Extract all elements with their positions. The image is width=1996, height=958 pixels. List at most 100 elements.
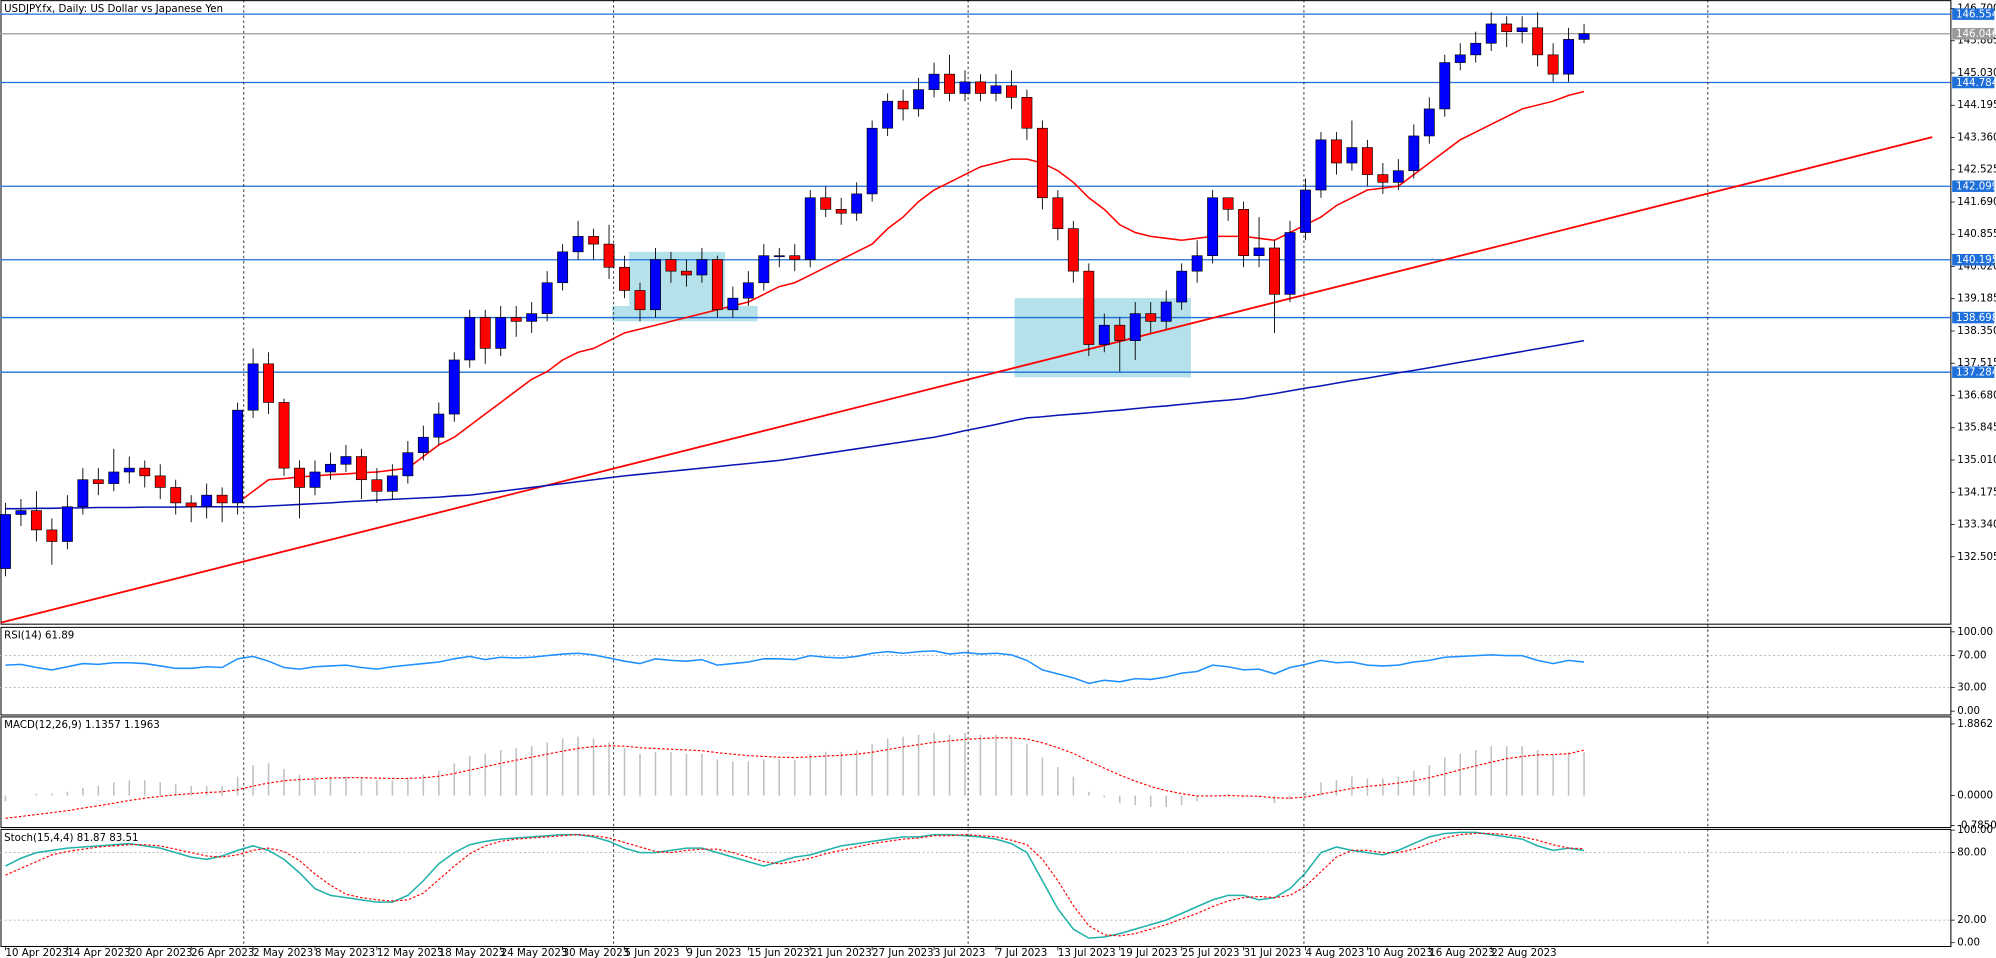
candle-body [325,463,336,473]
y-tick-label: 0.0000 [1957,791,1993,802]
candle-body [355,456,367,481]
candle-body [1269,247,1280,295]
candle-body [1176,270,1188,303]
panel-title: RSI(14) 61.89 [4,631,74,642]
candle-body [495,317,507,349]
candle-body [46,529,58,542]
y-tick-label: 134.175 [1957,487,1996,498]
candle-body [1114,324,1126,341]
y-tick-label: 140.855 [1957,229,1996,240]
panel-title: USDJPY.fx, Daily: US Dollar vs Japanese … [4,4,223,15]
candle-body [278,402,290,469]
x-tick-label: 18 May 2023 [439,948,506,958]
y-tick-label: 100.00 [1957,825,1993,836]
panel-frame [0,626,1952,716]
moving-average [237,90,1585,504]
candle-body [1284,232,1296,295]
candle-body [139,467,151,477]
y-tick-label: 138.350 [1957,326,1996,337]
x-tick-label: 13 Jul 2023 [1058,948,1116,958]
x-tick-label: 7 Jul 2023 [996,948,1047,958]
candle-body [789,255,801,260]
candle-body [30,510,42,531]
x-tick-label: 10 Apr 2023 [5,948,68,958]
candle-body [15,510,27,515]
y-tick-label: 70.00 [1957,651,1986,662]
y-tick-label: 143.360 [1957,133,1996,144]
y-tick-label: 137.515 [1957,358,1996,369]
candle-body [402,452,414,477]
candle-body [247,363,259,411]
candle-body [680,270,692,276]
candle-body [959,81,971,94]
x-tick-label: 22 Aug 2023 [1491,948,1556,958]
candle-body [386,475,398,492]
y-tick-label: 1.8862 [1957,719,1993,730]
candle-body [773,255,785,258]
candle-body [433,413,445,438]
panel-frame [0,828,1952,948]
y-tick-label: -0.7850 [1957,820,1996,831]
level-label-box [1952,253,1995,266]
level-label-box [1952,76,1995,89]
candle-body [1563,39,1575,75]
candle-body [634,290,646,311]
candle-body [1408,135,1420,172]
candle-body [1005,85,1017,98]
candle-body [1253,247,1265,257]
candle-body [711,259,723,311]
y-tick-label: 141.690 [1957,197,1996,208]
panel-title: Stoch(15,4,4) 81.87 83.51 [4,833,138,844]
candle-body [913,89,925,110]
candle-body [603,243,615,268]
candle-body [1021,97,1033,129]
candle-body [897,100,909,110]
candle-body [1129,313,1141,341]
level-label-box [1952,180,1995,192]
candle-body [990,85,1002,94]
candle-body [1470,42,1482,56]
level-label-box [1952,8,1995,20]
candle-body [851,193,863,214]
trend-line [0,136,1933,624]
candle-body [1439,62,1451,110]
x-tick-label: 12 May 2023 [377,948,444,958]
y-tick-label: 0.00 [1957,706,1980,717]
x-tick-label: 2 May 2023 [253,948,313,958]
candle-body [1052,197,1064,229]
x-tick-label: 24 May 2023 [501,948,568,958]
panel-frame [0,0,1952,625]
candle-body [185,502,197,508]
candle-body [1067,228,1079,272]
candle-body [1485,23,1497,44]
y-tick-label: 20.00 [1957,915,1986,926]
candle-body [882,100,894,129]
panel-frame [0,716,1952,829]
y-tick-label: 144.195 [1957,100,1996,111]
candle-body [1346,147,1358,164]
candle-body [1083,270,1095,345]
x-tick-label: 31 Jul 2023 [1244,948,1302,958]
level-label: 146.046 [1956,29,1996,40]
y-tick-label: 0.00 [1957,938,1980,949]
candle-body [526,313,538,322]
candle-body [557,251,569,284]
candle-body [742,282,754,299]
level-label: 140.195 [1956,255,1996,266]
x-tick-label: 16 Aug 2023 [1429,948,1494,958]
candle-body [572,236,584,253]
candle-body [944,73,955,94]
candle-body [201,494,213,508]
candle-body [928,73,940,90]
candle-body [1098,324,1110,345]
x-tick-label: 20 Apr 2023 [129,948,192,958]
y-tick-label: 135.845 [1957,423,1996,434]
candle-body [1501,23,1513,32]
candle-body [1532,27,1544,56]
signal-line [5,737,1585,819]
candle-body [123,467,135,473]
candle-body [448,359,460,415]
y-tick-label: 135.010 [1957,455,1996,466]
candle-body [170,487,182,504]
